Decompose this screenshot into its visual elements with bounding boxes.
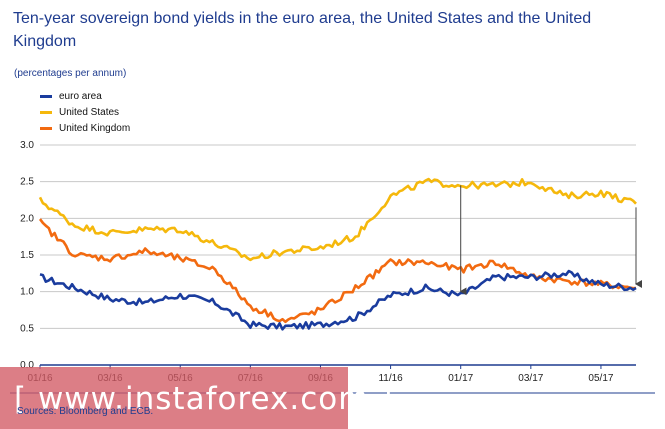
x-tick-label: 11/16 [378, 373, 403, 384]
y-tick-label: 2.0 [20, 213, 34, 224]
chart-subtitle: (percentages per annum) [14, 68, 127, 79]
legend-swatch-united-kingdom [40, 126, 52, 130]
y-tick-label: 0.5 [20, 323, 34, 334]
watermark-text: [ www.instaforex.com ] [14, 381, 394, 417]
series-line-united-states [38, 177, 637, 262]
legend: euro area United States United Kingdom [40, 88, 130, 136]
legend-item-united-kingdom: United Kingdom [40, 120, 130, 136]
legend-swatch-euro-area [40, 94, 52, 98]
legend-label: United States [59, 106, 120, 118]
y-tick-label: 0.0 [20, 360, 34, 371]
x-tick-label: 01/17 [448, 373, 473, 384]
legend-label: United Kingdom [59, 122, 131, 134]
legend-item-united-states: United States [40, 104, 130, 120]
watermark-banner: [ www.instaforex.com ] [0, 367, 392, 429]
legend-item-euro-area: euro area [40, 88, 130, 104]
y-tick-label: 2.5 [20, 177, 34, 188]
y-tick-label: 1.5 [20, 250, 34, 261]
legend-label: euro area [59, 90, 102, 102]
y-tick-label: 1.0 [20, 287, 34, 298]
legend-swatch-united-states [40, 110, 52, 114]
x-tick-label: 03/17 [518, 373, 543, 384]
series-line-united-kingdom [38, 218, 637, 324]
chart-title: Ten-year sovereign bond yields in the eu… [13, 10, 592, 50]
y-tick-label: 3.0 [20, 140, 34, 151]
series-line-euro-area [39, 269, 637, 331]
source-note: Sources: Bloomberg and ECB. [17, 406, 154, 417]
x-tick-label: 05/17 [588, 373, 613, 384]
